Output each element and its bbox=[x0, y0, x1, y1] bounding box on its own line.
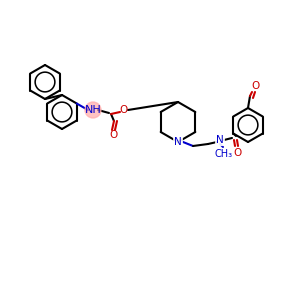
Text: O: O bbox=[233, 148, 241, 158]
Text: N: N bbox=[216, 135, 224, 145]
Text: N: N bbox=[174, 137, 182, 147]
Text: O: O bbox=[110, 130, 118, 140]
Circle shape bbox=[85, 102, 101, 118]
Text: O: O bbox=[119, 105, 127, 115]
Text: CH₃: CH₃ bbox=[215, 149, 233, 159]
Text: NH: NH bbox=[85, 105, 101, 115]
Text: O: O bbox=[252, 81, 260, 91]
